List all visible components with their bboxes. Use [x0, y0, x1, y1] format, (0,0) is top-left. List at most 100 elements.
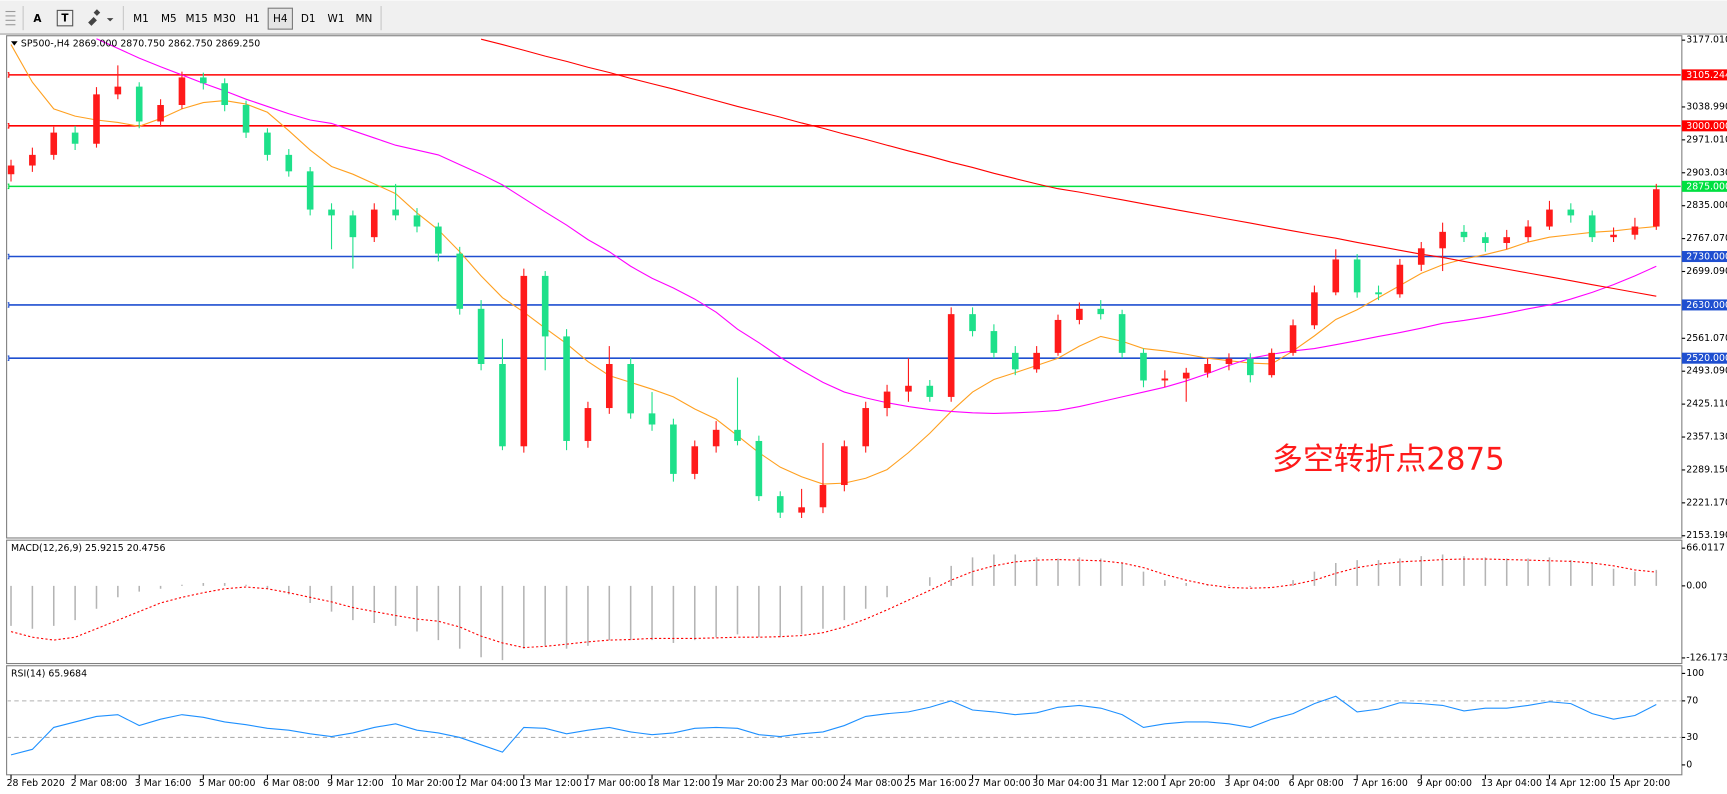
candle-body: [50, 132, 58, 155]
candle-body: [1610, 234, 1617, 238]
candle-body: [1631, 226, 1639, 235]
candle-body: [242, 105, 250, 133]
x-tick-label: 7 Apr 16:00: [1353, 778, 1408, 789]
candle-body: [178, 77, 186, 106]
x-tick-label: 3 Apr 04:00: [1225, 778, 1280, 789]
candle-body: [221, 83, 228, 106]
timeframe-button[interactable]: M5: [161, 13, 177, 25]
x-tick-label: 10 Mar 20:00: [391, 778, 454, 789]
candle-body: [1311, 292, 1318, 326]
timeframe-button[interactable]: M30: [213, 13, 235, 25]
x-tick-label: 27 Mar 00:00: [968, 778, 1031, 789]
panel-title: SP500-,H4 2869.000 2870.750 2862.750 286…: [21, 39, 260, 50]
candle-body: [670, 424, 677, 474]
candle-body: [541, 275, 549, 337]
level-price-tag: [1681, 299, 1727, 311]
text-tool-frame[interactable]: [56, 9, 74, 27]
candle-body: [734, 429, 741, 441]
text-label-tool[interactable]: T: [56, 9, 74, 27]
plot-area: [7, 695, 1681, 756]
candle-body: [456, 253, 464, 309]
rsi-line: [10, 695, 1657, 756]
candle-body: [1375, 292, 1382, 295]
timeframe-button[interactable]: H1: [245, 13, 260, 25]
candle-body: [370, 209, 378, 238]
candle-body: [1054, 319, 1062, 353]
active-timeframe-frame[interactable]: [267, 7, 293, 30]
candle-body: [328, 209, 335, 216]
candle-body: [520, 275, 528, 447]
level-price-label: 2730.000: [1686, 252, 1727, 263]
x-tick-label: 15 Apr 20:00: [1609, 778, 1670, 789]
candle-body: [135, 86, 143, 122]
x-tick-label: 19 Mar 20:00: [712, 778, 775, 789]
candle-body: [7, 165, 15, 175]
level-price-label: 2630.000: [1686, 300, 1727, 311]
candle-body: [947, 314, 955, 397]
candle-body: [264, 132, 271, 155]
x-tick-label: 28 Feb 2020: [7, 778, 65, 789]
candle-body: [1503, 237, 1511, 243]
candle-body: [392, 209, 399, 216]
x-tick-label: 3 Mar 16:00: [135, 778, 192, 789]
candle-body: [1460, 231, 1468, 238]
x-tick-label: 24 Mar 08:00: [840, 778, 903, 789]
level-price-tag: [1681, 120, 1727, 132]
candle-body: [798, 507, 805, 513]
moving-average-line: [480, 38, 1657, 297]
candle-body: [29, 154, 36, 166]
candle-body: [1204, 363, 1211, 373]
panel-title: RSI(14) 65.9684: [11, 669, 87, 680]
level-price-tag: [1681, 180, 1727, 192]
level-handle: [7, 123, 10, 129]
x-tick-label: 1 Apr 20:00: [1160, 778, 1215, 789]
level-price-label: 3000.000: [1686, 121, 1727, 132]
timeframe-button[interactable]: W1: [328, 13, 345, 25]
plot-area: [10, 554, 1658, 661]
x-tick-label: 9 Mar 12:00: [327, 778, 384, 789]
candle-body: [93, 94, 100, 144]
y-tick-label: 2425.110: [1686, 399, 1727, 410]
candle-body: [306, 171, 314, 210]
x-tick-label: 6 Mar 08:00: [263, 778, 320, 789]
y-tick-label: 30: [1686, 732, 1698, 743]
objects-icon[interactable]: [88, 9, 101, 26]
x-tick-label: 6 Apr 08:00: [1289, 778, 1344, 789]
candle-body: [776, 496, 784, 513]
x-tick-label: 31 Mar 12:00: [1096, 778, 1159, 789]
panel-title: MACD(12,26,9) 25.9215 20.4756: [11, 543, 165, 554]
text-tool-icon[interactable]: T: [61, 13, 69, 25]
candle-body: [1118, 314, 1126, 353]
candle-body: [1396, 264, 1404, 295]
y-tick-label: 2971.010: [1686, 134, 1727, 145]
y-tick-label: 3038.990: [1686, 101, 1727, 112]
timeframe-button[interactable]: D1: [301, 13, 316, 25]
candle-body: [1417, 248, 1425, 265]
dropdown-arrow[interactable]: [106, 18, 114, 22]
candle-body: [349, 215, 357, 238]
toolbar: T A M1 M5 M15 M30 H1 H4 D1 W1 MN: [5, 6, 382, 31]
y-tick-label: 2493.090: [1686, 366, 1727, 377]
rsi-panel-frame: [6, 665, 1683, 776]
timeframe-button[interactable]: M15: [186, 13, 208, 25]
timeframe-button[interactable]: H4: [273, 13, 288, 25]
timeframe-button[interactable]: MN: [355, 13, 372, 25]
x-tick-label: 25 Mar 16:00: [904, 778, 967, 789]
level-handle: [7, 253, 10, 260]
x-tick-label: 2 Mar 08:00: [71, 778, 128, 789]
candle-body: [648, 413, 656, 425]
objects-tool[interactable]: [88, 9, 114, 26]
x-tick-label: 5 Mar 00:00: [199, 778, 256, 789]
candle-body: [905, 385, 912, 392]
candle-body: [1588, 215, 1596, 238]
candle-body: [1546, 209, 1553, 227]
timeframe-button[interactable]: M1: [133, 13, 149, 25]
y-tick-label: 3177.010: [1686, 35, 1727, 46]
candle-body: [1353, 259, 1361, 293]
collapse-arrow[interactable]: [11, 41, 18, 46]
tool-label[interactable]: A: [33, 13, 42, 25]
candle-body: [926, 385, 934, 397]
candle-body: [285, 154, 293, 172]
candle-body: [1482, 237, 1489, 243]
x-tick-label: 12 Mar 04:00: [455, 778, 518, 789]
